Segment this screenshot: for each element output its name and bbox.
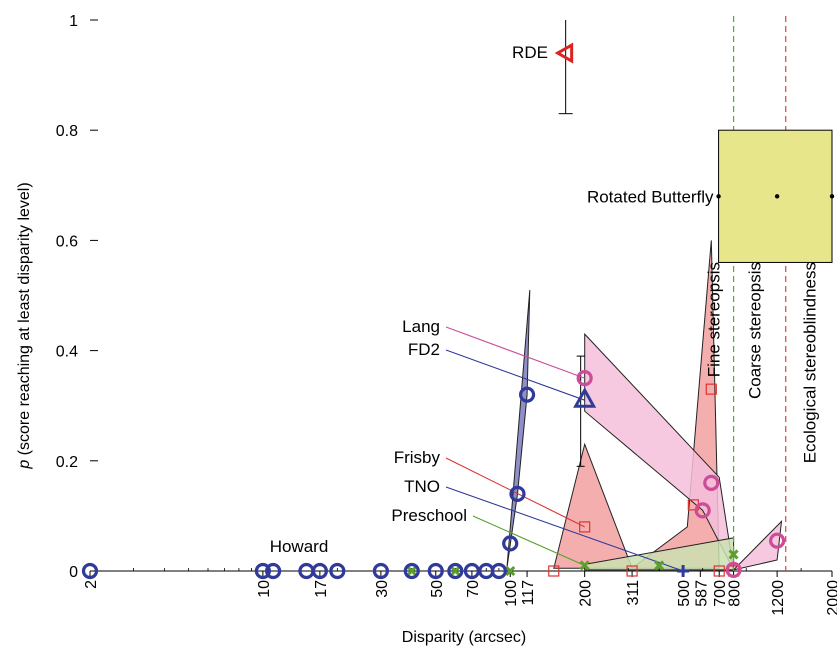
frisby-point [548,565,560,577]
y-tick-label: 0.8 [56,123,78,140]
howard-point [447,562,464,580]
x-tick-label: 117 [520,580,537,606]
x-tick-label: 500 [676,580,693,607]
howard-point [329,562,346,580]
preschool-label: Preschool [391,506,467,525]
howard-point [518,386,536,403]
lang-label: Lang [402,317,440,336]
howard-point [490,562,507,580]
preschool-point [654,560,665,571]
tno-label: TNO [404,477,440,496]
fd2-label: FD2 [408,340,440,359]
threshold-label: Ecological stereoblindness [801,262,820,463]
lang-point [576,370,593,387]
rde-point [554,42,574,64]
tno-leader [445,486,684,572]
howard-point [311,562,328,580]
preschool-point [505,565,516,577]
x-tick-label: 50 [429,580,446,598]
howard-point [403,562,420,580]
threshold-label: Coarse stereopsis [746,262,765,399]
rotated-butterfly-point [829,194,835,199]
data-points [81,42,835,580]
x-tick-label: 587 [693,580,710,607]
howard-band [506,289,531,569]
x-tick-label: 2 [83,580,100,589]
rde-label: RDE [512,43,548,62]
x-tick-label: 200 [578,580,595,607]
frisby-point [713,565,725,577]
threshold-lines [732,16,787,571]
howard-label: Howard [270,537,329,556]
howard-point [509,485,526,502]
labels: Fine stereopsis Coarse stereopsis Ecologic… [270,43,820,556]
howard-point [427,562,444,580]
frisby-label: Frisby [394,448,441,467]
x-tick-label: 17 [313,580,330,598]
y-tick-label: 1 [69,13,78,30]
label-leader-lines [445,326,684,572]
howard-point [372,562,389,580]
frisby-point [705,383,717,395]
confidence-bands [506,240,783,571]
y-tick-label: 0 [69,564,78,581]
x-tick-label: 700 [712,580,729,607]
preschool-point [579,560,590,571]
preschool-leader [472,515,585,566]
howard-point [254,562,271,580]
y-tick-label: 0.4 [56,344,78,361]
frisby-leader [445,457,585,528]
rotated-butterfly-point [716,194,721,199]
x-tick-label: 10 [256,580,273,598]
x-tick-label: 2000 [825,580,837,616]
frisby-point [579,521,591,533]
preschool-point [450,565,461,577]
preschool-point [728,549,739,560]
preschool-point [406,565,417,577]
frisby-point [626,565,638,577]
rotated-butterfly-label: Rotated Butterfly [587,187,714,206]
lang-point [725,561,742,578]
threshold-label: Fine stereopsis [705,262,724,377]
lang-point [694,502,711,519]
lang-point [703,474,720,491]
x-tick-label: 800 [727,580,744,607]
rotated-butterfly-point [774,194,780,199]
y-axis-title: p (score reaching at least disparity lev… [16,182,33,469]
y-tick-label: 0.2 [56,454,78,471]
lang-point [769,532,786,549]
howard-point [81,562,99,580]
lang-leader [445,326,585,379]
x-axis-title: Disparity (arcsec) [402,629,526,646]
x-tick-label: 1200 [770,580,787,616]
howard-point [502,535,519,552]
x-tick-label: 30 [374,580,391,598]
fd2-point [573,387,597,408]
x-tick-label: 311 [625,580,642,606]
fd2-leader [445,349,585,401]
tno-point [677,565,690,577]
x-tick-label: 100 [503,580,520,607]
y-tick-label: 0.6 [56,233,78,250]
howard-point [265,562,282,580]
lang-band-2 [732,520,783,571]
x-tick-label: 70 [465,580,482,598]
